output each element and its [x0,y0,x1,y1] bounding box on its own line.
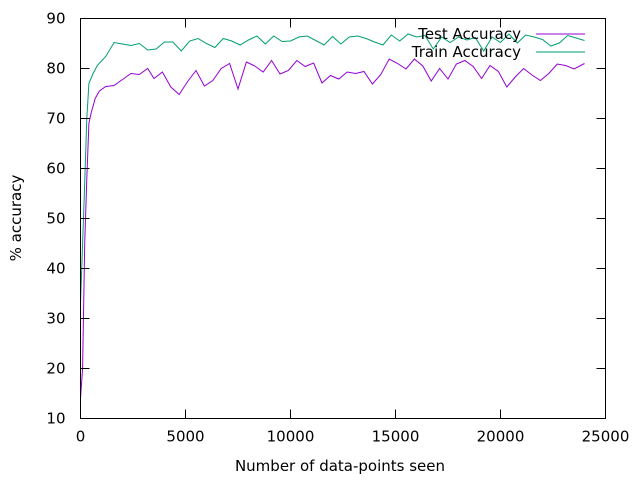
y-tick-label: 10 [46,410,65,428]
legend-label-1: Train Accuracy [411,43,521,61]
x-tick-label: 15000 [372,428,420,446]
y-tick-label: 90 [46,10,65,28]
x-tick-label: 25000 [582,428,630,446]
series-line-1 [80,33,585,304]
y-tick-label: 70 [46,110,65,128]
x-axis-label: Number of data-points seen [235,457,445,475]
y-tick-label: 80 [46,60,65,78]
x-tick-label: 5000 [166,428,204,446]
y-tick-label: 50 [46,210,65,228]
plot-frame [80,18,606,419]
legend-label-0: Test Accuracy [417,25,521,43]
y-tick-label: 60 [46,160,65,178]
y-axis-label: % accuracy [7,175,25,262]
x-tick-label: 20000 [477,428,525,446]
plot-content [80,33,585,399]
y-tick-label: 40 [46,260,65,278]
axis-ticks: 0 5000 10000 15000 20000 25000 10 20 30 40 50 60 70 8… [46,10,629,446]
x-tick-label: 10000 [267,428,315,446]
x-tick-label: 0 [76,428,86,446]
y-tick-label: 20 [46,360,65,378]
y-tick-label: 30 [46,310,65,328]
series-line-0 [80,58,585,399]
